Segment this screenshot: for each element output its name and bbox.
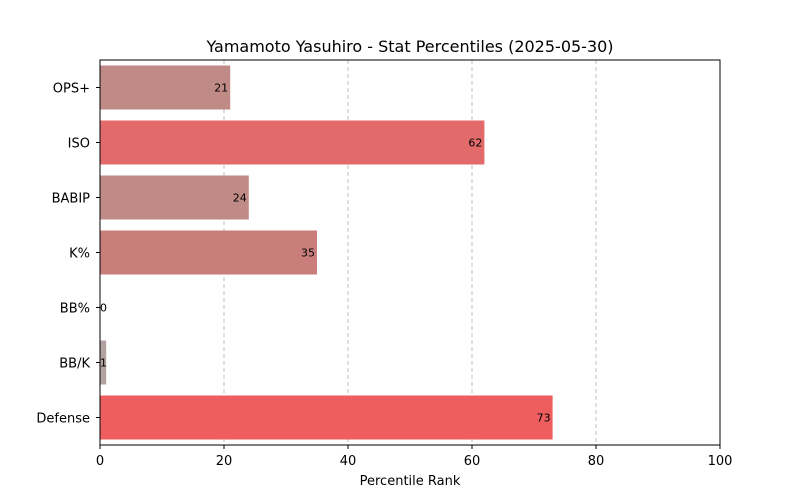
bar-value-label: 21 [214,82,228,95]
bars: 21 62 24 35 0 1 73 [100,65,553,440]
bar-value-label: 0 [100,302,107,315]
bar [100,395,553,440]
bar-value-label: 35 [301,247,315,260]
x-tick-label: 60 [464,454,481,469]
y-tick-label: Defense [36,412,90,427]
chart-title: Yamamoto Yasuhiro - Stat Percentiles (20… [205,37,613,56]
x-tick-label: 40 [340,454,357,469]
x-axis-ticks: 0 20 40 60 80 100 [96,445,733,469]
bar [100,175,249,220]
x-axis-label: Percentile Rank [360,474,461,489]
bar [100,340,107,385]
y-tick-label: ISO [68,137,90,152]
x-tick-label: 100 [708,454,733,469]
bar [100,230,317,275]
x-tick-label: 0 [96,454,104,469]
y-tick-label: BB% [60,302,90,317]
bar [100,65,231,110]
bar [100,120,485,165]
bar-value-label: 1 [100,357,107,370]
y-tick-label: K% [69,247,90,262]
y-tick-label: OPS+ [53,82,90,97]
bar-value-label: 24 [233,192,247,205]
y-tick-label: BB/K [59,357,90,372]
x-tick-label: 20 [216,454,233,469]
y-axis-ticks: OPS+ ISO BABIP K% BB% BB/K Defense [36,82,100,427]
bar-value-label: 62 [468,137,482,150]
bar-value-label: 73 [537,412,551,425]
x-tick-label: 80 [588,454,605,469]
y-tick-label: BABIP [52,192,91,207]
